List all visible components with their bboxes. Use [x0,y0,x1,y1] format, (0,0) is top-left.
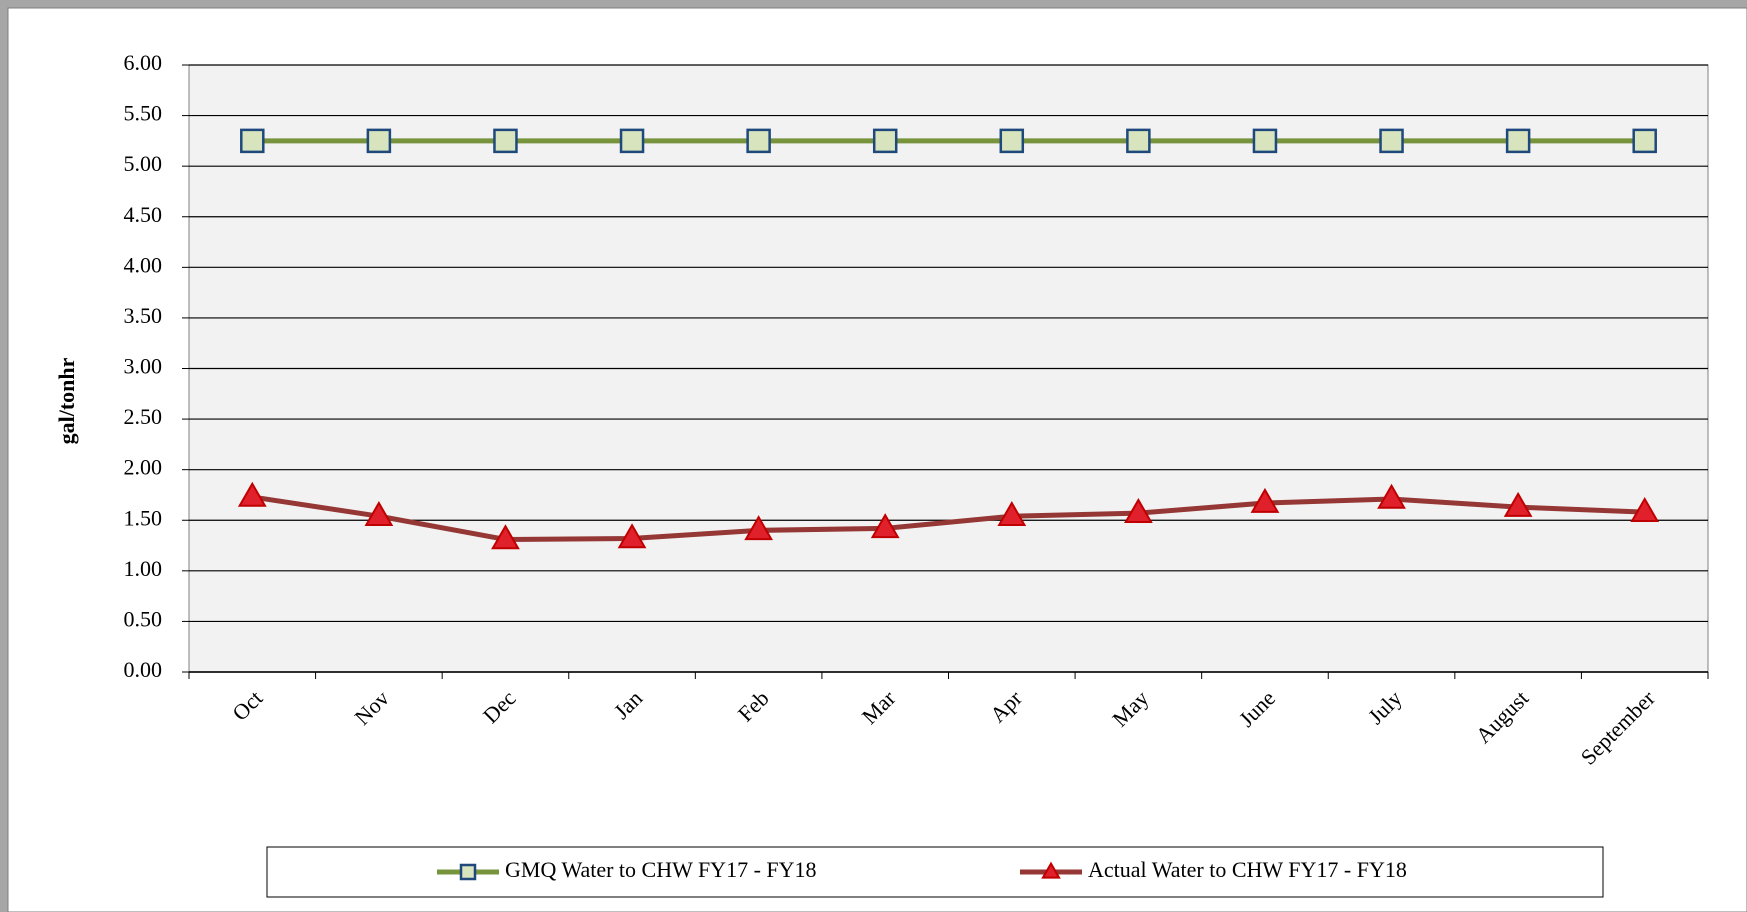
marker [1630,496,1660,522]
y-tick-label: 2.50 [124,404,163,429]
y-tick-label: 1.00 [124,556,163,581]
marker [999,128,1025,154]
marker [459,863,477,881]
y-tick-label: 0.50 [124,606,163,631]
series-line [251,494,1645,542]
marker [619,128,645,154]
marker [1379,128,1404,154]
marker [1377,483,1406,509]
marker [1505,128,1531,154]
marker [744,515,774,541]
marker [872,128,898,154]
marker [870,513,900,539]
marker [366,128,392,154]
marker [997,500,1027,527]
legend-label: Actual Water to CHW FY17 - FY18 [1088,857,1407,882]
y-tick-label: 3.00 [124,354,163,379]
marker [1632,128,1657,154]
y-tick-label: 5.00 [124,151,163,176]
y-tick-label: 6.00 [124,50,163,75]
y-axis-title: gal/tonhr [54,357,79,444]
legend-label: GMQ Water to CHW FY17 - FY18 [505,857,817,882]
marker [617,523,647,549]
marker [1041,861,1061,879]
y-tick-label: 0.00 [124,657,163,682]
marker [240,128,265,154]
marker [237,481,267,507]
marker [1126,128,1151,154]
marker [1250,487,1280,513]
y-tick-label: 5.50 [124,101,163,126]
y-tick-label: 1.50 [124,505,163,530]
marker [1252,128,1278,154]
marker [491,524,520,550]
marker [746,128,771,154]
marker [364,500,394,527]
y-tick-label: 2.00 [124,455,163,480]
y-tick-label: 4.50 [124,202,163,227]
marker [1123,497,1153,523]
marker [493,128,518,154]
y-tick-label: 3.50 [124,303,163,328]
y-tick-label: 4.00 [124,252,163,277]
marker [1503,491,1533,517]
